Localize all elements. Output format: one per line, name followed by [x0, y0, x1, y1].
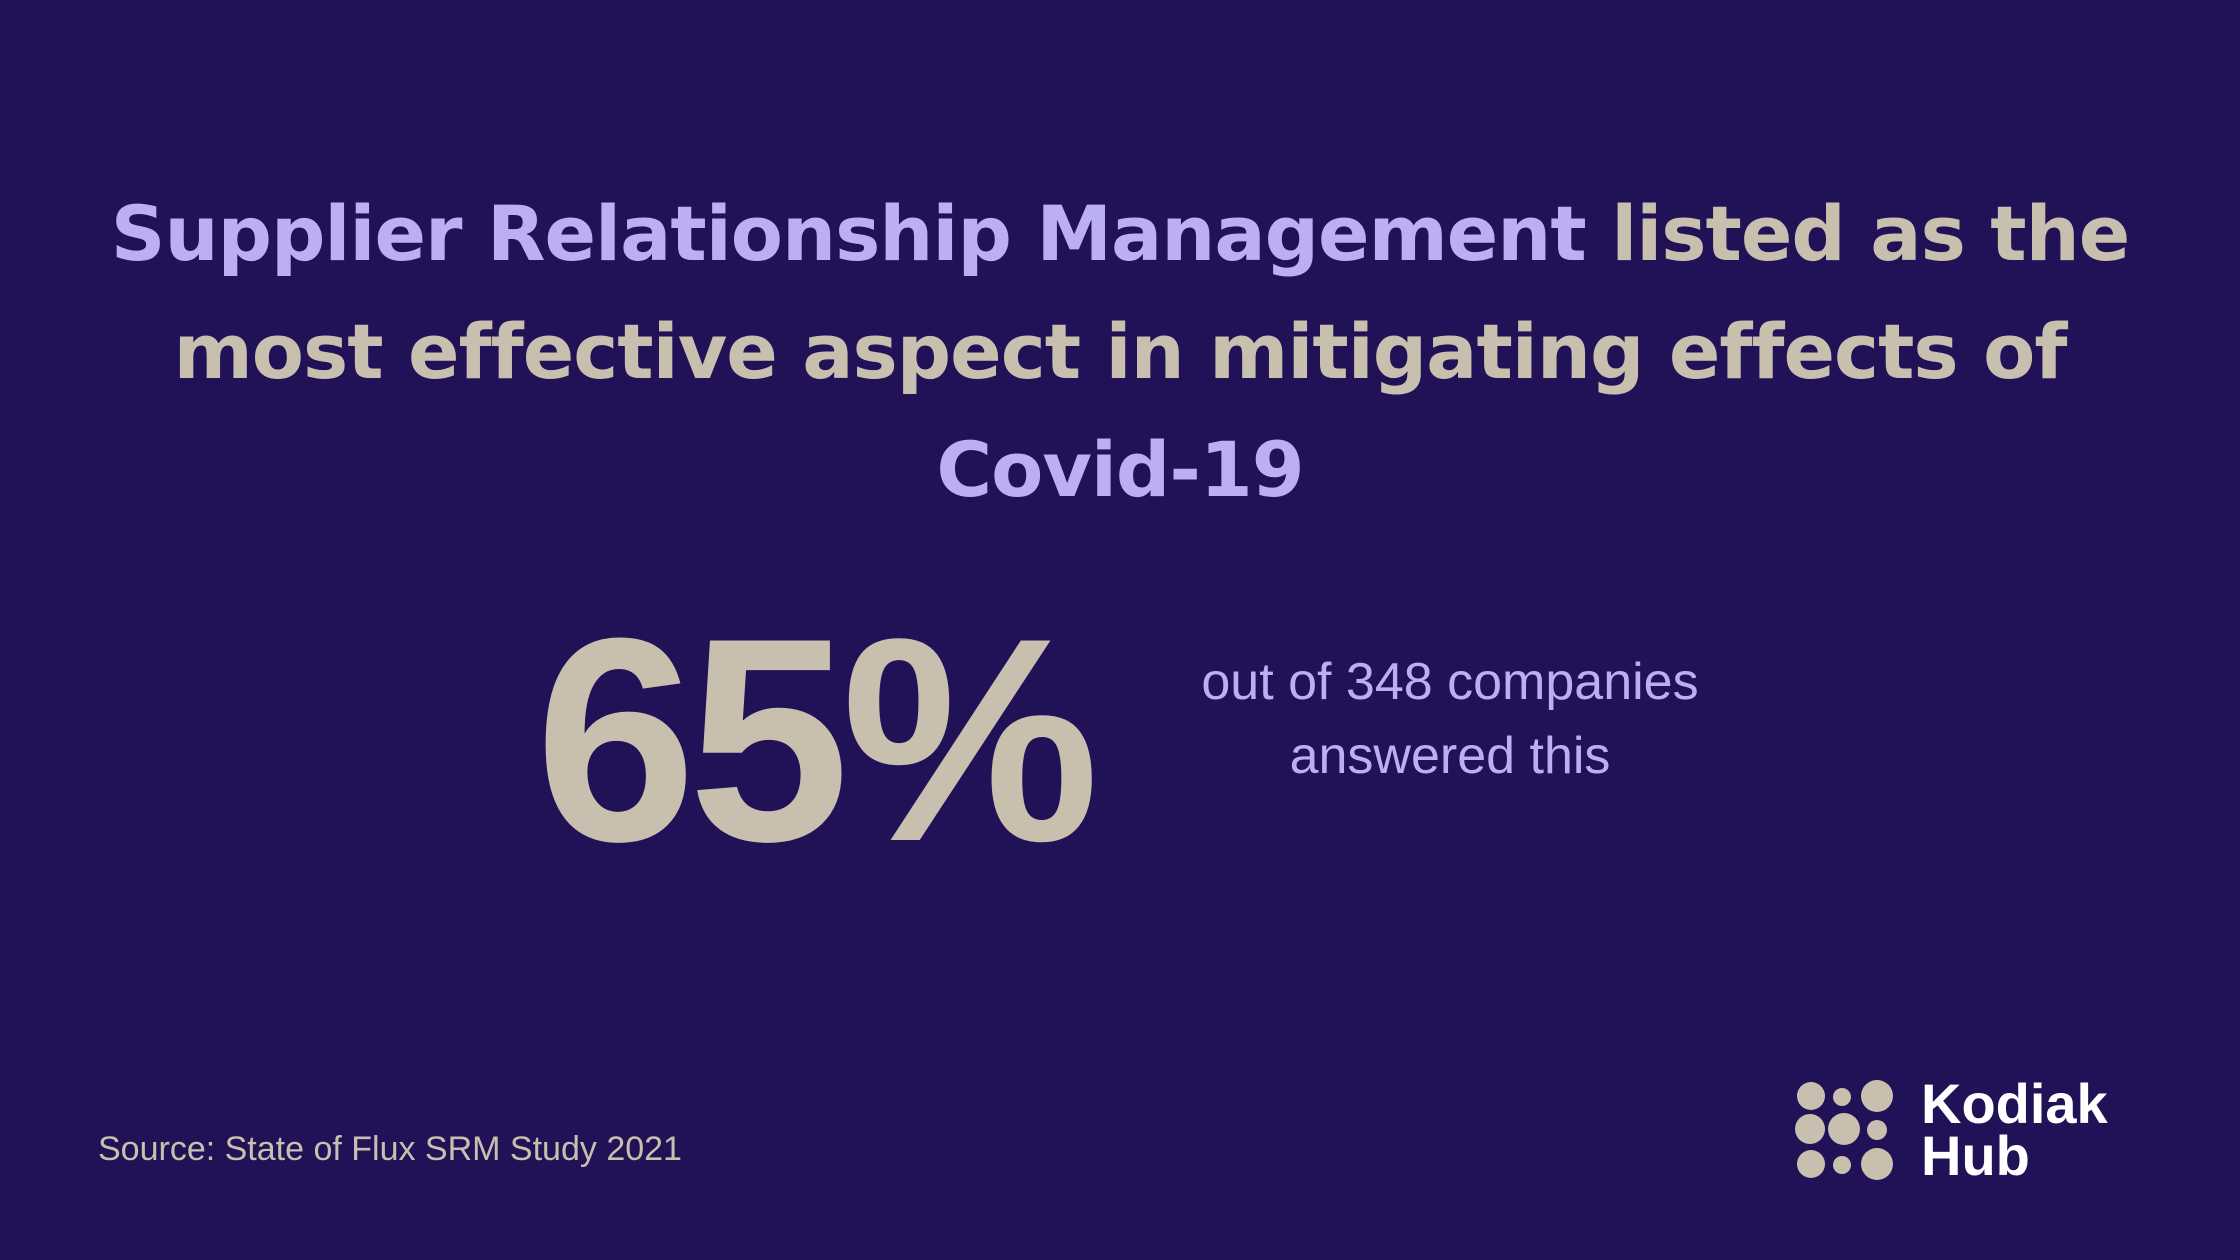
headline-text-1: listed as the [1585, 189, 2130, 278]
source-citation: Source: State of Flux SRM Study 2021 [98, 1130, 682, 1168]
headline-line-2: most effective aspect in mitigating effe… [173, 307, 2068, 396]
headline-line-3: Covid-19 [936, 425, 1304, 514]
stat-note-line-1: out of 348 companies [1201, 653, 1699, 711]
headline-line-1: Supplier Relationship Management listed … [100, 175, 2140, 293]
logo-word-2: Hub [1921, 1124, 2030, 1187]
headline-accent: Supplier Relationship Management [110, 189, 1587, 278]
dots-logo-icon [1795, 1080, 1895, 1180]
logo-wordmark: Kodiak Hub [1921, 1072, 2108, 1187]
kodiak-hub-logo: Kodiak Hub [1795, 1072, 2108, 1187]
headline: Supplier Relationship Management listed … [100, 175, 2140, 529]
logo-word-1: Kodiak [1921, 1072, 2108, 1135]
stat-note: out of 348 companies answered this [1120, 645, 1780, 793]
stat-value: 65% [535, 578, 1099, 902]
stat-note-line-2: answered this [1289, 727, 1611, 785]
